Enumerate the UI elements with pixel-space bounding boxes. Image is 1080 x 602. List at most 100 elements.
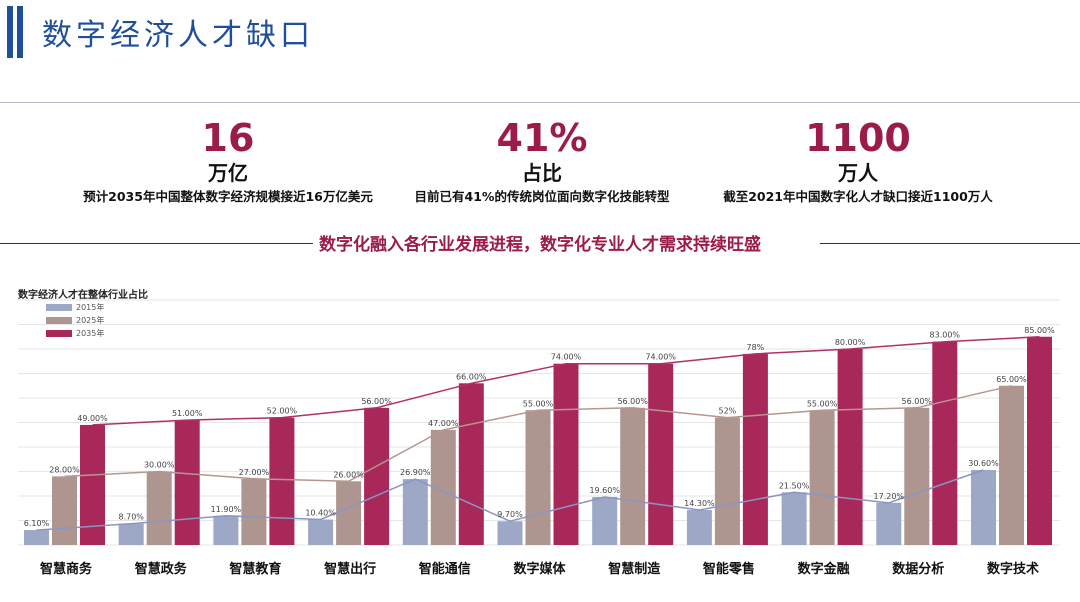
data-label: 19.60% [589,486,620,495]
stat-number: 16 [201,116,255,160]
title-accent-bar [17,6,23,58]
data-label: 65.00% [996,375,1027,384]
x-tick-label: 智慧政务 [135,561,188,577]
legend-swatch [46,330,72,337]
data-label: 30.60% [968,459,999,468]
data-label: 26.90% [400,468,431,477]
banner-rule-left [0,243,320,244]
stat-block: 1100 万人 截至2021年中国数字化人才缺口接近1100万人 [708,116,1008,208]
stat-number: 1100 [805,116,911,160]
data-label: 85.00% [1024,326,1055,335]
stat-unit: 万亿 [208,161,248,185]
bar-2035年 [80,424,105,545]
data-label: 9.70% [497,510,523,519]
stat-description: 目前已有41%的传统岗位面向数字化技能转型 [414,189,670,204]
bar-2015年 [686,509,712,545]
trend-line-2015年 [36,469,984,531]
bar-2015年 [592,496,618,545]
bar-2025年 [904,407,930,545]
data-label: 51.00% [172,409,203,418]
bar-2025年 [809,410,835,545]
bar-2015年 [781,492,807,545]
stat-number: 41% [496,116,588,160]
stat-unit: 万人 [838,161,878,185]
data-label: 78% [747,343,765,352]
bar-2025年 [525,410,551,545]
bar-2025年 [714,417,740,545]
data-label: 66.00% [456,372,487,381]
bar-2015年 [24,530,49,545]
data-label: 26.00% [333,470,364,479]
stat-description: 预计2035年中国整体数字经济规模接近16万亿美元 [83,189,373,204]
chart-title: 数字经济人才在整体行业占比 [18,288,148,301]
data-label: 14.30% [684,499,715,508]
data-label: 49.00% [77,414,108,423]
trend-line-2025年 [64,385,1012,483]
data-label: 52% [719,407,737,416]
data-label: 55.00% [807,399,838,408]
data-label: 83.00% [930,331,961,340]
bar-2025年 [241,478,267,545]
x-tick-label: 数据分析 [892,561,944,577]
x-tick-label: 智能零售 [703,561,755,577]
data-label: 56.00% [902,397,933,406]
stat-unit: 占比 [522,161,562,185]
banner-text: 数字化融入各行业发展进程，数字化专业人才需求持续旺盛 [313,235,767,255]
x-tick-label: 智能通信 [419,561,471,577]
legend-swatch [46,317,72,324]
data-label: 30.00% [144,461,175,470]
data-label: 11.90% [211,505,242,514]
stat-block: 41% 占比 目前已有41%的传统岗位面向数字化技能转型 [392,116,692,208]
bar-2015年 [213,515,239,545]
data-label: 80.00% [835,338,866,347]
page-title: 数字经济人才缺口 [42,18,314,53]
x-tick-label: 智慧出行 [324,561,376,577]
legend-label: 2035年 [76,328,104,338]
bar-2035年 [553,363,579,545]
data-label: 74.00% [551,353,582,362]
data-label: 28.00% [49,465,80,474]
data-label: 21.50% [779,481,810,490]
bar-2035年 [269,417,295,545]
bar-2035年 [648,363,674,545]
bar-2015年 [497,521,523,545]
bar-2035年 [837,349,863,545]
bar-2015年 [876,502,902,545]
bar-chart: 数字经济人才在整体行业占比 6.10% 28.00% 49.00% 8.70% 30.0… [18,288,1060,577]
bar-2015年 [308,519,334,545]
x-tick-label: 数字技术 [987,561,1039,577]
legend-swatch [46,304,72,311]
data-label: 27.00% [239,468,270,477]
bar-2025年 [620,407,646,545]
data-label: 56.00% [617,397,648,406]
data-label: 52.00% [267,407,298,416]
stat-description: 截至2021年中国数字化人才缺口接近1100万人 [723,189,993,204]
data-label: 6.10% [24,519,50,528]
bar-2025年 [52,476,77,545]
title-accent-bar [7,6,13,58]
data-label: 74.00% [645,353,676,362]
data-label: 56.00% [361,397,392,406]
bar-2025年 [336,481,362,545]
legend-label: 2015年 [76,302,104,312]
data-label: 55.00% [523,399,554,408]
stat-block: 16 万亿 预计2035年中国整体数字经济规模接近16万亿美元 [78,116,378,208]
data-label: 47.00% [428,419,459,428]
bar-2035年 [742,353,768,545]
bar-2035年 [1027,336,1052,545]
bar-2015年 [971,470,996,545]
x-tick-label: 智慧商务 [40,561,93,577]
bar-2025年 [146,471,172,545]
bar-2025年 [999,385,1024,545]
banner: 数字化融入各行业发展进程，数字化专业人才需求持续旺盛 [0,230,1080,255]
data-label: 10.40% [305,509,336,518]
banner-rule-right [820,243,1080,244]
header-divider [0,102,1080,103]
bar-2015年 [118,523,144,545]
x-tick-label: 智慧教育 [229,561,281,577]
bar-2035年 [458,383,484,545]
bar-2035年 [932,341,958,545]
trend-line-2035年 [92,336,1040,426]
data-label: 17.20% [874,492,905,501]
bar-2015年 [402,479,428,545]
